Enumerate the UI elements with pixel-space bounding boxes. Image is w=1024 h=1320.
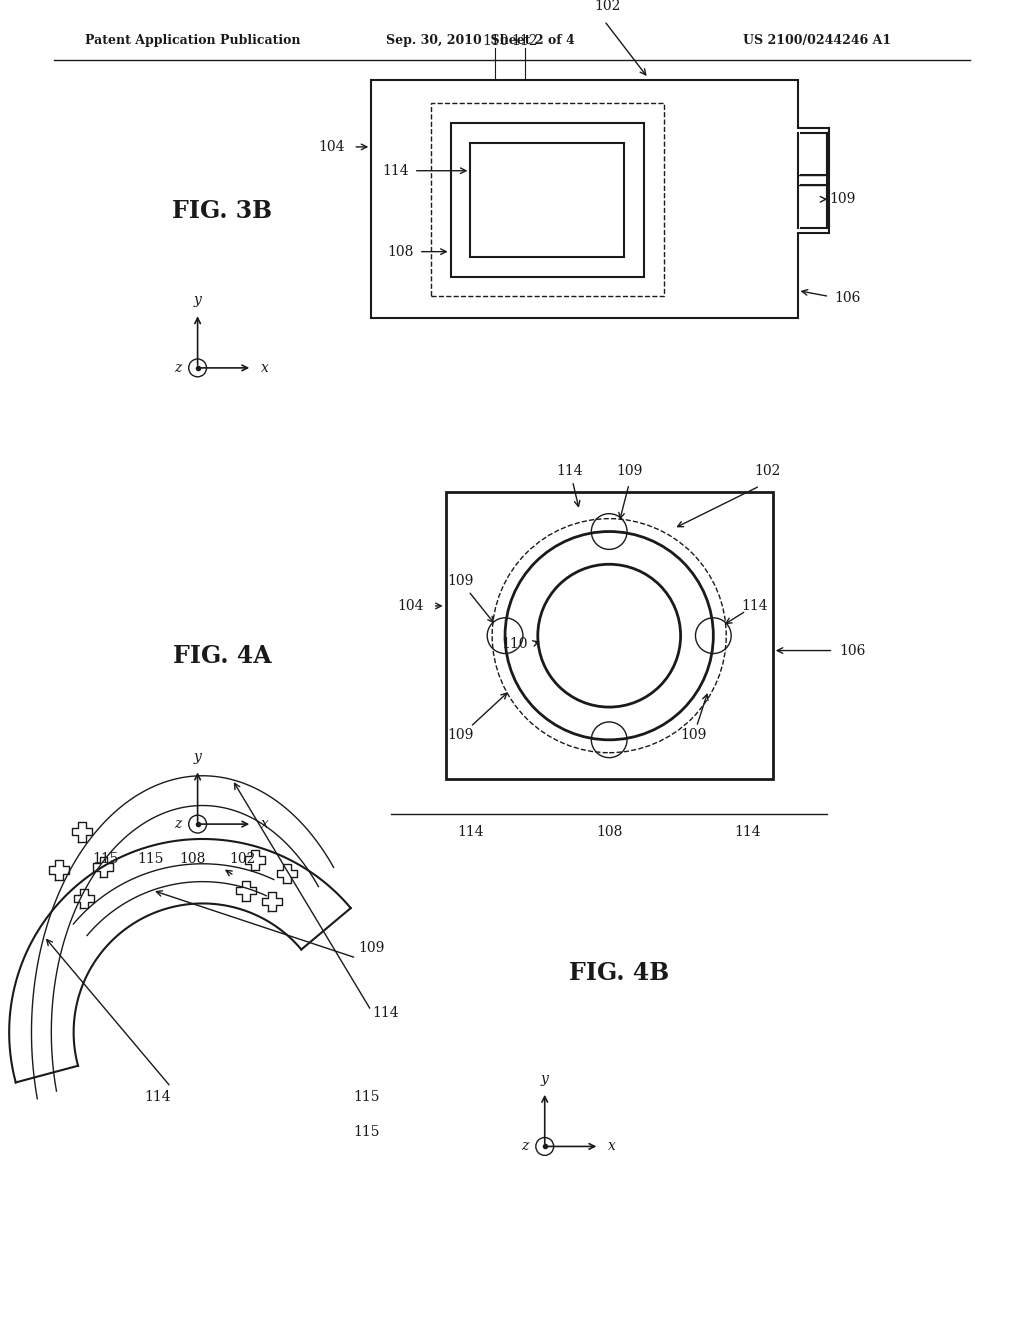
Text: z: z: [174, 360, 181, 375]
Text: y: y: [541, 1072, 549, 1086]
Text: 114: 114: [383, 164, 410, 178]
Text: 108: 108: [179, 851, 206, 866]
Text: US 2100/0244246 A1: US 2100/0244246 A1: [743, 34, 892, 48]
Text: 108: 108: [596, 825, 623, 840]
Text: z: z: [174, 817, 181, 832]
Text: 102: 102: [229, 851, 255, 866]
Text: 106: 106: [839, 644, 865, 657]
Text: 112: 112: [512, 33, 539, 48]
Text: x: x: [261, 360, 269, 375]
Text: 114: 114: [556, 465, 583, 478]
Text: 109: 109: [680, 727, 707, 742]
Text: 114: 114: [735, 825, 762, 840]
Bar: [798, 185, 827, 228]
Text: Sep. 30, 2010  Sheet 2 of 4: Sep. 30, 2010 Sheet 2 of 4: [386, 34, 574, 48]
Text: x: x: [608, 1139, 616, 1154]
Text: 114: 114: [373, 1006, 399, 1019]
Text: y: y: [194, 293, 202, 308]
Text: 110: 110: [502, 636, 528, 651]
Text: 115: 115: [353, 1090, 380, 1104]
Bar: [445, 492, 773, 780]
Text: 109: 109: [615, 465, 642, 478]
Text: 110: 110: [482, 33, 508, 48]
Text: 109: 109: [447, 574, 474, 589]
Text: 115: 115: [92, 851, 119, 866]
Text: 115: 115: [138, 851, 164, 866]
Bar: [470, 143, 624, 257]
Text: z: z: [521, 1139, 528, 1154]
Text: 108: 108: [388, 244, 414, 259]
Text: 114: 114: [741, 599, 768, 612]
Text: 106: 106: [834, 292, 860, 305]
Text: FIG. 4B: FIG. 4B: [569, 961, 669, 985]
Bar: [451, 123, 644, 277]
Text: x: x: [261, 817, 269, 832]
Text: 109: 109: [358, 941, 384, 956]
Text: 109: 109: [829, 193, 855, 206]
Bar: [798, 132, 827, 176]
Text: 104: 104: [318, 140, 345, 154]
Text: 114: 114: [144, 1090, 171, 1104]
Text: 114: 114: [457, 825, 483, 840]
Text: 102: 102: [594, 0, 621, 13]
Text: 104: 104: [397, 599, 424, 612]
Text: 115: 115: [353, 1125, 380, 1139]
Bar: [796, 128, 800, 232]
Text: FIG. 4A: FIG. 4A: [173, 644, 271, 668]
Bar: [431, 103, 664, 297]
Text: y: y: [194, 750, 202, 764]
Bar: [371, 81, 798, 318]
Text: 102: 102: [755, 465, 781, 478]
Text: FIG. 3B: FIG. 3B: [172, 199, 272, 223]
Text: Patent Application Publication: Patent Application Publication: [85, 34, 300, 48]
Text: 109: 109: [447, 727, 474, 742]
